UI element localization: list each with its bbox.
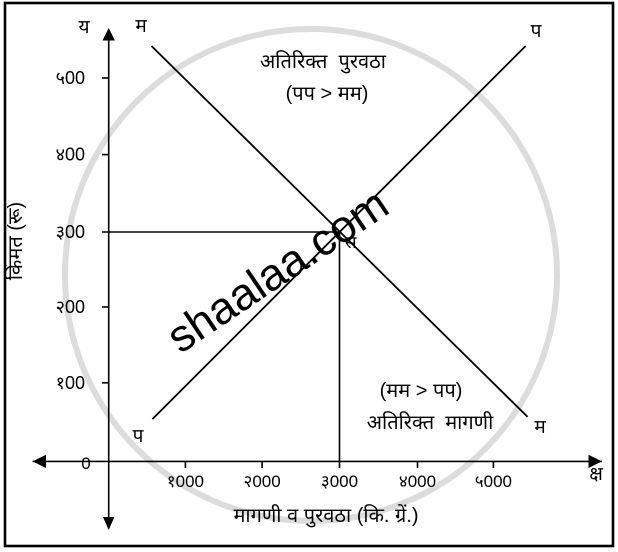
svg-text:0: 0 [81, 454, 90, 473]
svg-text:अतिरिक्त पुरवठा: अतिरिक्त पुरवठा [260, 50, 387, 74]
svg-text:४00: ४00 [56, 145, 85, 165]
svg-text:मागणी व पुरवठा (कि. ग्रें.): मागणी व पुरवठा (कि. ग्रें.) [233, 504, 418, 528]
svg-text:५00: ५00 [56, 68, 85, 88]
svg-text:म: म [135, 16, 147, 37]
svg-text:य: य [78, 17, 90, 38]
svg-text:(मम > पप): (मम > पप) [380, 380, 463, 402]
svg-text:प: प [531, 21, 543, 42]
svg-text:प: प [133, 426, 145, 447]
svg-text:१00: १00 [56, 373, 85, 393]
svg-text:अतिरिक्त मागणी: अतिरिक्त मागणी [367, 411, 494, 434]
svg-text:(पप > मम): (पप > मम) [286, 83, 369, 105]
svg-text:३00: ३00 [56, 222, 85, 242]
svg-text:shaalaa.com: shaalaa.com [157, 178, 397, 363]
svg-text:३000: ३000 [321, 472, 358, 491]
svg-text:४000: ४000 [399, 472, 436, 491]
svg-text:क्ष: क्ष [589, 464, 603, 485]
svg-text:स: स [345, 233, 357, 252]
svg-text:५000: ५000 [475, 472, 512, 491]
svg-text:२00: २00 [56, 297, 85, 317]
svg-text:२000: २000 [243, 472, 280, 491]
svg-text:किंमत (रू): किंमत (रू) [4, 202, 27, 280]
svg-text:१000: १000 [167, 472, 204, 491]
svg-text:म: म [534, 417, 546, 438]
